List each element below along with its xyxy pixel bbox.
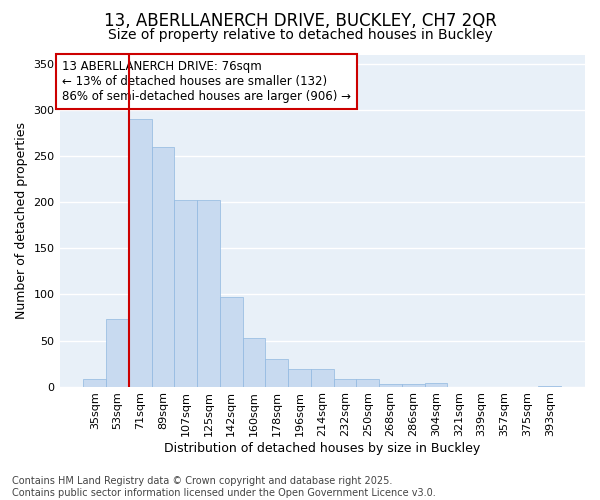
Bar (197, 200, 220, 386)
Text: Size of property relative to detached houses in Buckley: Size of property relative to detached ho… (107, 28, 493, 42)
Y-axis label: Number of detached properties: Number of detached properties (15, 122, 28, 320)
Text: 13 ABERLLANERCH DRIVE: 76sqm
← 13% of detached houses are smaller (132)
86% of s: 13 ABERLLANERCH DRIVE: 76sqm ← 13% of de… (62, 60, 351, 103)
Bar (402, 384, 425, 386)
Bar (425, 383, 448, 386)
Bar (379, 384, 402, 386)
Text: Contains HM Land Registry data © Crown copyright and database right 2025.
Contai: Contains HM Land Registry data © Crown c… (12, 476, 436, 498)
Bar (242, 338, 265, 386)
Bar (311, 369, 334, 386)
Text: 13, ABERLLANERCH DRIVE, BUCKLEY, CH7 2QR: 13, ABERLLANERCH DRIVE, BUCKLEY, CH7 2QR (104, 12, 496, 30)
Bar (265, 359, 288, 386)
Bar (175, 200, 197, 386)
Bar (334, 379, 356, 386)
Bar (106, 320, 129, 386)
Bar (83, 379, 106, 386)
Bar (356, 379, 379, 386)
X-axis label: Distribution of detached houses by size in Buckley: Distribution of detached houses by size … (164, 442, 481, 455)
Bar (288, 369, 311, 386)
Bar (220, 297, 242, 386)
Bar (152, 147, 175, 386)
Bar (129, 120, 152, 386)
